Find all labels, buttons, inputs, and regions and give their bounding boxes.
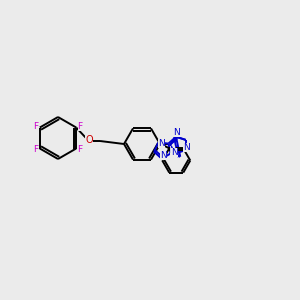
Text: N: N [171,148,178,157]
Text: F: F [33,145,38,154]
Text: F: F [78,122,83,131]
Text: N: N [158,139,165,148]
Text: N: N [183,142,190,152]
Text: N: N [169,146,176,155]
Text: N: N [160,151,167,160]
Text: F: F [33,122,38,131]
Text: O: O [85,135,93,145]
Text: F: F [78,145,83,154]
Text: N: N [174,128,180,137]
